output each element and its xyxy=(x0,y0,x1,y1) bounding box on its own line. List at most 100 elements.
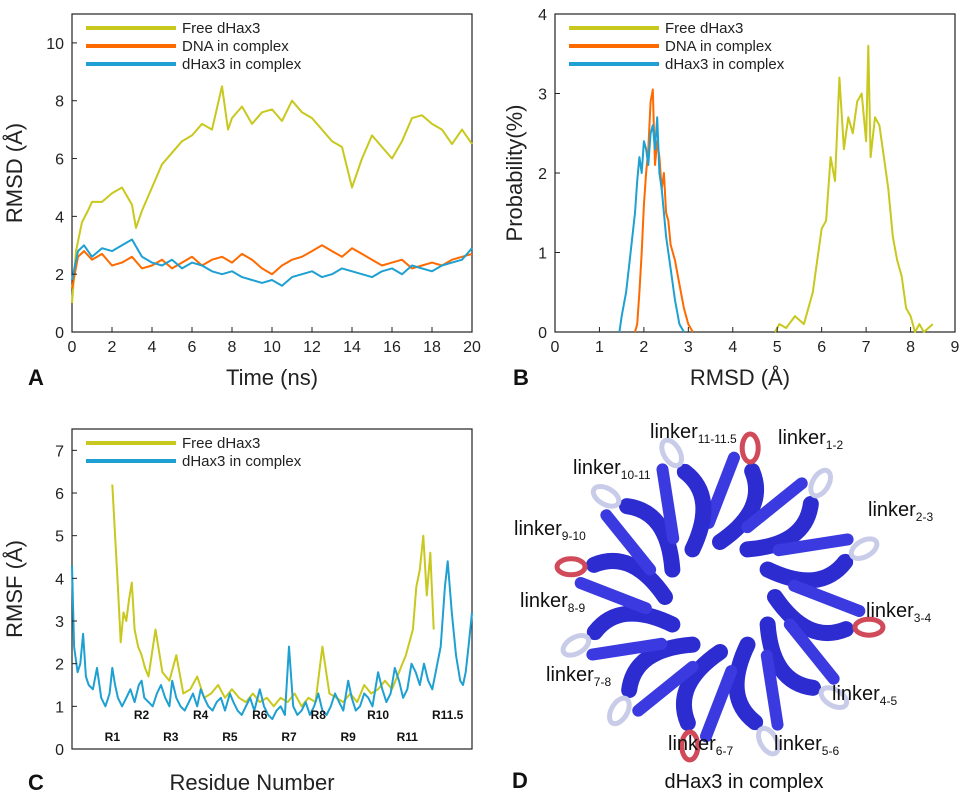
y-tick-label: 0 xyxy=(538,325,547,342)
y-tick-label: 6 xyxy=(55,486,64,503)
helix-ribbon xyxy=(767,589,854,641)
panel-c-y-axis-label: RMSF (Å) xyxy=(2,540,27,638)
linker-loop xyxy=(755,725,781,757)
panel-a-x-ticks: 0 2 4 6 8 10 12 14 16 18 20 xyxy=(68,327,481,356)
helix-ribbon xyxy=(788,579,866,617)
residue-repeat-label: R2 xyxy=(134,708,150,722)
panel-b-y-axis-label: Probability(%) xyxy=(502,105,527,242)
x-tick-label: 10 xyxy=(263,339,281,356)
y-tick-label: 4 xyxy=(538,7,547,24)
x-tick-label: 4 xyxy=(148,339,157,356)
residue-repeat-label: R3 xyxy=(163,730,179,744)
linker-loop xyxy=(679,729,701,763)
panel-c-x-axis-label: Residue Number xyxy=(169,770,334,795)
panel-b-y-ticks: 0 1 2 3 4 xyxy=(538,7,560,342)
helix-ribbon xyxy=(702,451,740,529)
linker-label: linker9-10 xyxy=(514,518,586,543)
y-tick-label: 8 xyxy=(55,94,64,111)
residue-repeat-label: R7 xyxy=(281,730,297,744)
x-tick-label: 1 xyxy=(595,339,604,356)
linker-loop xyxy=(590,484,622,509)
y-tick-label: 0 xyxy=(55,325,64,342)
panel-b-x-axis-label: RMSD (Å) xyxy=(690,365,790,390)
linker-label: linker5-6 xyxy=(774,733,839,758)
y-tick-label: 6 xyxy=(55,152,64,169)
helix-ribbon xyxy=(618,498,681,578)
x-tick-label: 6 xyxy=(817,339,826,356)
legend-entry: Free dHax3 xyxy=(182,20,260,37)
x-tick-label: 2 xyxy=(108,339,117,356)
y-tick-label: 5 xyxy=(55,529,64,546)
panel-a-label: A xyxy=(28,365,44,390)
helix-ribbon xyxy=(621,636,701,699)
series-line-complex xyxy=(618,116,685,333)
y-tick-label: 3 xyxy=(55,614,64,631)
panel-d-label: D xyxy=(512,768,528,793)
linker-loop xyxy=(554,556,588,578)
linker-label: linker3-4 xyxy=(866,600,931,625)
helix-ribbon xyxy=(772,533,854,557)
panel-a-plot-area xyxy=(71,85,473,304)
residue-repeat-label: R11.5 xyxy=(432,708,464,722)
linker-label: linker7-8 xyxy=(546,664,611,689)
panel-c-plot-area xyxy=(71,484,473,721)
x-tick-label: 9 xyxy=(951,339,959,356)
series-line-free xyxy=(111,484,435,708)
helix-ribbon xyxy=(656,463,680,545)
helix-ribbon xyxy=(574,577,652,615)
helix-ribbon xyxy=(586,605,681,641)
linker-loop xyxy=(739,431,761,465)
legend-entry: Free dHax3 xyxy=(665,20,743,37)
linker-loop xyxy=(808,467,833,499)
residue-repeat-label: R9 xyxy=(341,730,357,744)
x-tick-label: 16 xyxy=(383,339,401,356)
legend-entry: DNA in complex xyxy=(665,38,772,55)
linker-label: linker11-11.5 xyxy=(650,421,737,446)
panel-a-x-axis-label: Time (ns) xyxy=(226,365,318,390)
residue-repeat-label: R1 xyxy=(105,730,121,744)
residue-repeat-label: R6 xyxy=(252,708,268,722)
y-tick-label: 10 xyxy=(46,36,64,53)
legend-entry: Free dHax3 xyxy=(182,435,260,452)
panel-c-rmsf: 0 1 2 3 4 5 6 7 R1 R3 R5 R7 R9 R11 R2 R4 R6 R8 R10 R11.5 F… xyxy=(2,428,473,795)
x-tick-label: 0 xyxy=(68,339,77,356)
linker-loop xyxy=(659,437,685,469)
series-line-complex xyxy=(71,238,473,287)
residue-repeat-label: R5 xyxy=(222,730,238,744)
x-tick-label: 3 xyxy=(684,339,693,356)
residue-repeat-label: R11 xyxy=(397,730,419,744)
legend-entry: dHax3 in complex xyxy=(182,56,302,73)
x-tick-label: 2 xyxy=(639,339,648,356)
y-tick-label: 2 xyxy=(55,657,64,674)
helix-ribbon xyxy=(759,553,854,589)
linker-label: linker2-3 xyxy=(868,499,933,524)
helix-ribbon xyxy=(741,477,808,534)
linker-label: linker4-5 xyxy=(832,683,897,708)
y-tick-label: 0 xyxy=(55,742,64,759)
helix-ribbon xyxy=(676,644,728,731)
y-tick-label: 3 xyxy=(538,87,547,104)
linker-label: linker8-9 xyxy=(520,590,585,615)
x-tick-label: 6 xyxy=(188,339,197,356)
x-tick-label: 7 xyxy=(862,339,871,356)
helix-ribbon xyxy=(586,553,673,605)
panel-c-residue-labels: R1 R3 R5 R7 R9 R11 R2 R4 R6 R8 R10 R11.5 xyxy=(105,708,464,744)
residue-repeat-label: R4 xyxy=(193,708,209,722)
series-line-free xyxy=(71,85,473,304)
linker-label: linker10-11 xyxy=(573,457,651,482)
x-tick-label: 5 xyxy=(773,339,782,356)
central-channel xyxy=(680,557,760,637)
panel-b-plot-area xyxy=(618,44,934,333)
series-line-complex xyxy=(71,560,473,721)
y-tick-label: 1 xyxy=(55,699,64,716)
linker-label: linker1-2 xyxy=(778,427,843,452)
panel-b-label: B xyxy=(513,365,529,390)
helix-ribbon xyxy=(700,665,738,743)
legend-entry: DNA in complex xyxy=(182,38,289,55)
y-tick-label: 2 xyxy=(538,166,547,183)
linker-loop xyxy=(848,536,880,562)
helix-ribbon xyxy=(600,509,657,576)
